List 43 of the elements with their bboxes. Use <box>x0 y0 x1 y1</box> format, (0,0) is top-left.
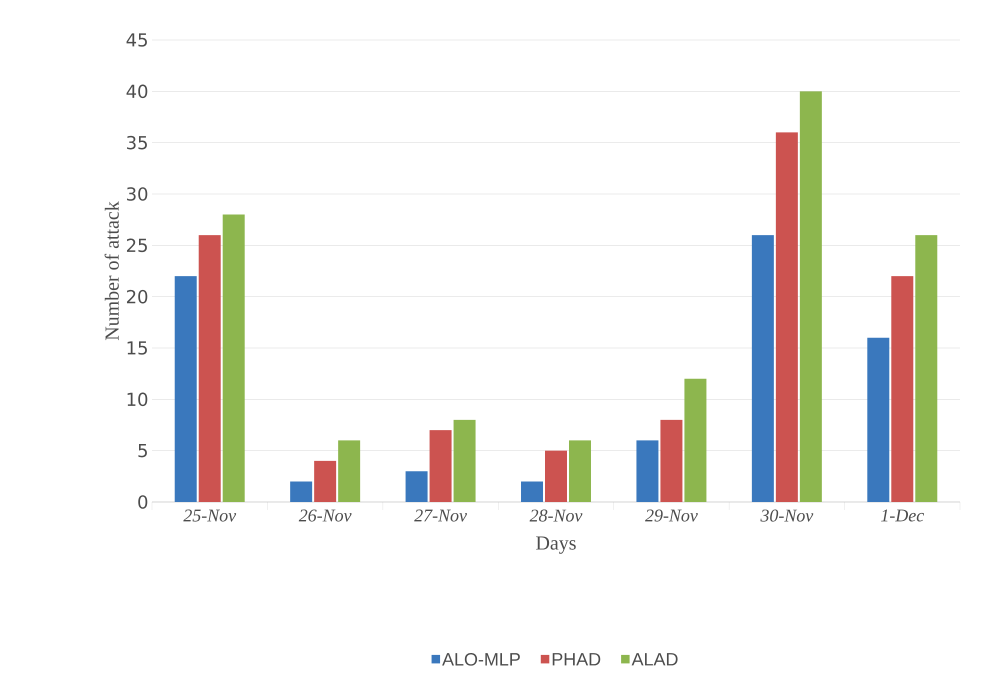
bar <box>521 481 544 502</box>
bar <box>174 276 197 502</box>
bar <box>867 338 890 502</box>
x-tick-label: 27-Nov <box>414 510 467 522</box>
bar <box>338 440 360 502</box>
bar <box>222 214 245 502</box>
bar <box>568 440 591 502</box>
bar <box>545 450 567 502</box>
y-axis-title: Number of attack <box>104 201 119 340</box>
legend-label: ALO-MLP <box>442 652 520 666</box>
y-tick-label: 30 <box>127 187 148 201</box>
bar <box>454 420 476 502</box>
y-tick-label: 45 <box>126 33 147 47</box>
legend-label: PHAD <box>552 653 600 666</box>
y-tick-label: 0 <box>138 495 148 509</box>
x-tick-label: 1-Dec <box>881 510 924 522</box>
bar <box>290 481 312 502</box>
bar <box>752 235 774 502</box>
bar <box>198 235 221 502</box>
bar <box>314 460 336 502</box>
bar <box>406 471 428 502</box>
x-tick-label: 30-Nov <box>760 510 814 522</box>
y-tick-label: 15 <box>128 341 147 355</box>
y-tick-label: 20 <box>126 290 148 304</box>
legend-label: ALAD <box>632 653 678 666</box>
bar <box>636 440 658 502</box>
bar <box>800 91 822 502</box>
x-tick-label: 29-Nov <box>645 510 698 522</box>
bar <box>430 430 452 502</box>
y-tick-label: 35 <box>127 136 147 150</box>
y-tick-label: 40 <box>126 84 148 98</box>
bar <box>891 276 914 502</box>
x-tick-label: 25-Nov <box>183 510 236 522</box>
x-tick-label: 28-Nov <box>530 510 582 522</box>
y-tick-label: 25 <box>126 238 147 252</box>
bar <box>684 378 706 502</box>
x-tick-label: 26-Nov <box>298 510 352 522</box>
bar <box>776 132 798 502</box>
y-tick-label: 5 <box>138 444 147 458</box>
bar <box>660 420 682 502</box>
y-tick-label: 10 <box>128 392 148 406</box>
bar <box>915 235 938 502</box>
x-axis-title: Days <box>536 536 576 554</box>
